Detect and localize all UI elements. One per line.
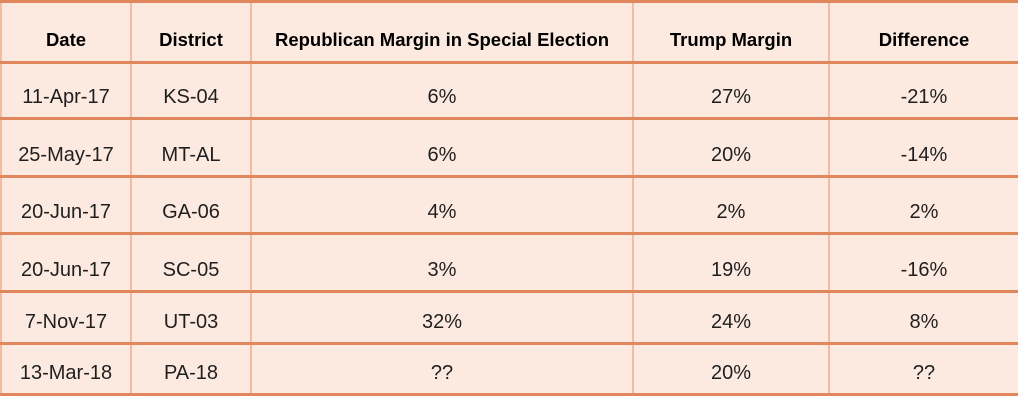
cell-trump-margin: 20% — [632, 117, 830, 178]
cell-trump-margin: 20% — [632, 342, 830, 396]
cell-date: 13-Mar-18 — [0, 342, 132, 396]
cell-trump-margin: 2% — [632, 175, 830, 235]
cell-difference: -16% — [828, 232, 1018, 293]
cell-trump-margin: 19% — [632, 232, 830, 293]
table-row: 13-Mar-18 PA-18 ?? 20% ?? — [0, 342, 1018, 396]
cell-district: GA-06 — [130, 175, 252, 235]
cell-date: 7-Nov-17 — [0, 290, 132, 345]
cell-trump-margin: 27% — [632, 61, 830, 120]
cell-date: 20-Jun-17 — [0, 232, 132, 293]
cell-republican-margin: 4% — [250, 175, 634, 235]
header-row: Date District Republican Margin in Speci… — [0, 0, 1018, 64]
cell-republican-margin: 6% — [250, 61, 634, 120]
cell-difference: ?? — [828, 342, 1018, 396]
cell-district: UT-03 — [130, 290, 252, 345]
cell-district: SC-05 — [130, 232, 252, 293]
cell-district: MT-AL — [130, 117, 252, 178]
table-row: 11-Apr-17 KS-04 6% 27% -21% — [0, 61, 1018, 120]
cell-difference: -14% — [828, 117, 1018, 178]
cell-republican-margin: 6% — [250, 117, 634, 178]
cell-difference: 2% — [828, 175, 1018, 235]
table-row: 25-May-17 MT-AL 6% 20% -14% — [0, 117, 1018, 178]
cell-republican-margin: ?? — [250, 342, 634, 396]
column-header-difference: Difference — [828, 0, 1018, 64]
table-row: 7-Nov-17 UT-03 32% 24% 8% — [0, 290, 1018, 345]
column-header-district: District — [130, 0, 252, 64]
cell-republican-margin: 3% — [250, 232, 634, 293]
cell-republican-margin: 32% — [250, 290, 634, 345]
cell-district: PA-18 — [130, 342, 252, 396]
cell-trump-margin: 24% — [632, 290, 830, 345]
table-row: 20-Jun-17 SC-05 3% 19% -16% — [0, 232, 1018, 293]
cell-date: 25-May-17 — [0, 117, 132, 178]
column-header-republican-margin: Republican Margin in Special Election — [250, 0, 634, 64]
column-header-date: Date — [0, 0, 132, 64]
cell-date: 20-Jun-17 — [0, 175, 132, 235]
table-row: 20-Jun-17 GA-06 4% 2% 2% — [0, 175, 1018, 235]
column-header-trump-margin: Trump Margin — [632, 0, 830, 64]
cell-difference: 8% — [828, 290, 1018, 345]
cell-district: KS-04 — [130, 61, 252, 120]
cell-date: 11-Apr-17 — [0, 61, 132, 120]
cell-difference: -21% — [828, 61, 1018, 120]
